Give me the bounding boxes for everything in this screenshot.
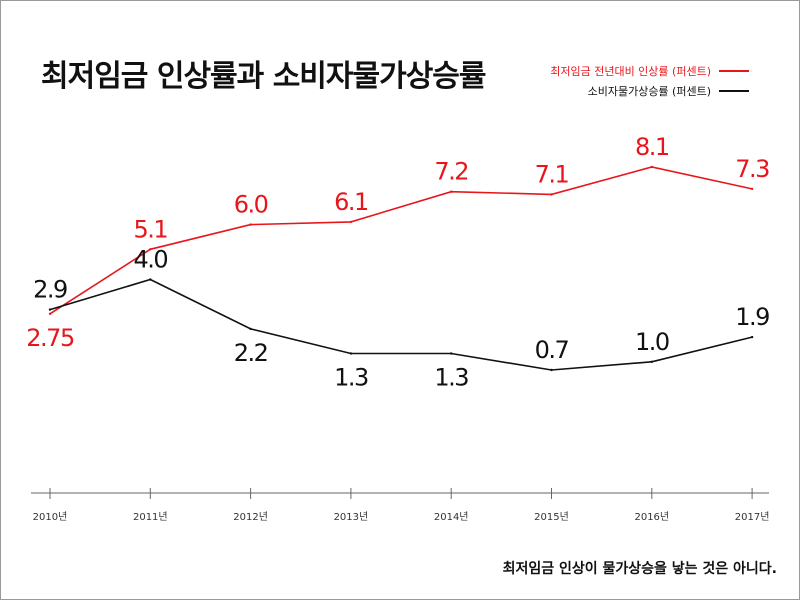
data-label-cpi: 2.9 xyxy=(33,276,67,304)
data-point-min-wage xyxy=(349,220,353,224)
legend-label-cpi: 소비자물가상승률 (퍼센트) xyxy=(587,85,711,98)
data-point-cpi xyxy=(48,308,52,311)
data-label-min-wage: 8.1 xyxy=(635,133,669,161)
data-point-min-wage xyxy=(149,248,152,251)
data-point-cpi xyxy=(450,352,453,355)
data-label-cpi: 0.7 xyxy=(535,336,569,364)
chart-caption: 최저임금 인상이 물가상승을 낳는 것은 아니다. xyxy=(502,561,777,577)
data-label-min-wage: 5.1 xyxy=(133,215,167,243)
x-tick-label: 2016년 xyxy=(634,511,669,523)
legend-item-cpi: 소비자물가상승률 (퍼센트) xyxy=(550,81,749,101)
x-tick-label: 2011년 xyxy=(133,511,168,523)
data-label-min-wage: 7.1 xyxy=(535,160,569,188)
data-point-cpi xyxy=(550,368,553,372)
data-label-min-wage: 7.2 xyxy=(434,158,468,186)
legend-label-min-wage: 최저임금 전년대비 인상률 (퍼센트) xyxy=(550,65,711,78)
data-label-cpi: 4.0 xyxy=(133,246,167,274)
data-point-min-wage xyxy=(550,193,553,196)
x-tick-label: 2010년 xyxy=(33,511,68,523)
chart-title: 최저임금 인상률과 소비자물가상승률 xyxy=(41,59,486,94)
data-label-cpi: 1.0 xyxy=(635,328,669,356)
data-label-cpi: 1.3 xyxy=(434,364,468,392)
data-point-min-wage xyxy=(650,165,653,169)
data-point-cpi xyxy=(650,360,653,363)
data-point-cpi xyxy=(249,327,252,331)
legend: 최저임금 전년대비 인상률 (퍼센트) 소비자물가상승률 (퍼센트) xyxy=(550,61,749,101)
x-tick-label: 2013년 xyxy=(334,511,369,523)
series-line-min-wage xyxy=(49,166,753,315)
data-label-cpi: 1.3 xyxy=(334,364,368,392)
data-label-min-wage: 2.75 xyxy=(26,324,74,352)
data-label-cpi: 1.9 xyxy=(735,303,769,331)
legend-swatch-cpi xyxy=(719,90,749,92)
data-label-min-wage: 7.3 xyxy=(735,155,769,183)
series-line-cpi xyxy=(49,278,753,371)
data-point-cpi xyxy=(149,278,152,281)
data-point-min-wage xyxy=(450,190,453,193)
data-point-cpi xyxy=(750,335,754,339)
data-point-min-wage xyxy=(249,223,252,226)
data-point-min-wage xyxy=(750,187,754,191)
x-tick-label: 2015년 xyxy=(534,511,569,523)
data-label-min-wage: 6.1 xyxy=(334,188,368,216)
legend-swatch-min-wage xyxy=(719,70,749,72)
x-tick-label: 2017년 xyxy=(735,511,770,523)
data-point-cpi xyxy=(349,352,353,355)
legend-item-min-wage: 최저임금 전년대비 인상률 (퍼센트) xyxy=(550,61,749,81)
data-label-min-wage: 6.0 xyxy=(234,191,268,219)
data-label-cpi: 2.2 xyxy=(234,339,268,367)
data-point-min-wage xyxy=(48,312,52,315)
x-tick-label: 2014년 xyxy=(434,511,469,523)
x-tick-label: 2012년 xyxy=(233,511,268,523)
